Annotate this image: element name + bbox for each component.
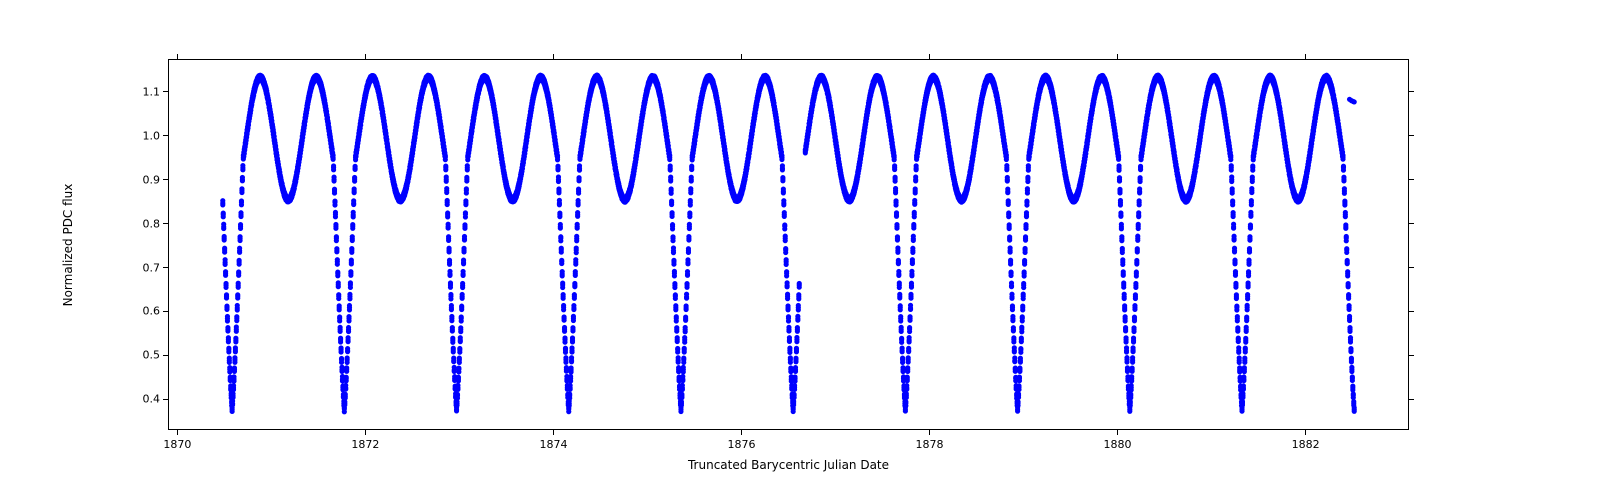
x-tick bbox=[365, 430, 366, 435]
x-tick bbox=[1117, 430, 1118, 435]
y-tick-label: 0.9 bbox=[143, 173, 161, 186]
x-tick bbox=[177, 430, 178, 435]
y-tick bbox=[1409, 399, 1414, 400]
y-tick bbox=[1409, 267, 1414, 268]
y-tick-label: 0.5 bbox=[143, 349, 161, 362]
x-tick-label: 1876 bbox=[727, 438, 755, 451]
y-tick bbox=[1409, 91, 1414, 92]
y-tick-label: 0.8 bbox=[143, 217, 161, 230]
x-tick bbox=[929, 430, 930, 435]
x-tick bbox=[365, 54, 366, 59]
x-tick-label: 1882 bbox=[1292, 438, 1320, 451]
y-tick bbox=[163, 399, 168, 400]
x-tick bbox=[177, 54, 178, 59]
x-tick bbox=[1305, 430, 1306, 435]
y-tick bbox=[163, 355, 168, 356]
y-tick bbox=[1409, 355, 1414, 356]
x-tick bbox=[1305, 54, 1306, 59]
x-tick-label: 1878 bbox=[916, 438, 944, 451]
y-axis-label: Normalized PDC flux bbox=[61, 183, 75, 306]
y-tick bbox=[1409, 311, 1414, 312]
x-tick bbox=[553, 430, 554, 435]
y-tick-label: 1.1 bbox=[143, 85, 161, 98]
scatter-points bbox=[220, 72, 1357, 414]
y-tick bbox=[163, 135, 168, 136]
y-tick-label: 0.7 bbox=[143, 261, 161, 274]
scatter-data-layer bbox=[169, 60, 1408, 429]
x-tick-label: 1880 bbox=[1104, 438, 1132, 451]
y-tick bbox=[163, 91, 168, 92]
x-tick bbox=[741, 430, 742, 435]
x-axis-label: Truncated Barycentric Julian Date bbox=[688, 458, 889, 472]
y-tick bbox=[163, 267, 168, 268]
x-tick bbox=[741, 54, 742, 59]
y-tick bbox=[1409, 135, 1414, 136]
y-tick bbox=[163, 223, 168, 224]
plot-area bbox=[168, 59, 1409, 430]
y-tick bbox=[1409, 223, 1414, 224]
x-tick-label: 1874 bbox=[539, 438, 567, 451]
x-tick bbox=[1117, 54, 1118, 59]
x-tick-label: 1872 bbox=[351, 438, 379, 451]
y-tick-label: 0.4 bbox=[143, 393, 161, 406]
x-tick bbox=[929, 54, 930, 59]
y-tick bbox=[163, 179, 168, 180]
y-tick bbox=[163, 311, 168, 312]
x-tick bbox=[553, 54, 554, 59]
y-tick-label: 0.6 bbox=[143, 305, 161, 318]
y-tick-label: 1.0 bbox=[143, 129, 161, 142]
y-tick bbox=[1409, 179, 1414, 180]
x-tick-label: 1870 bbox=[163, 438, 191, 451]
